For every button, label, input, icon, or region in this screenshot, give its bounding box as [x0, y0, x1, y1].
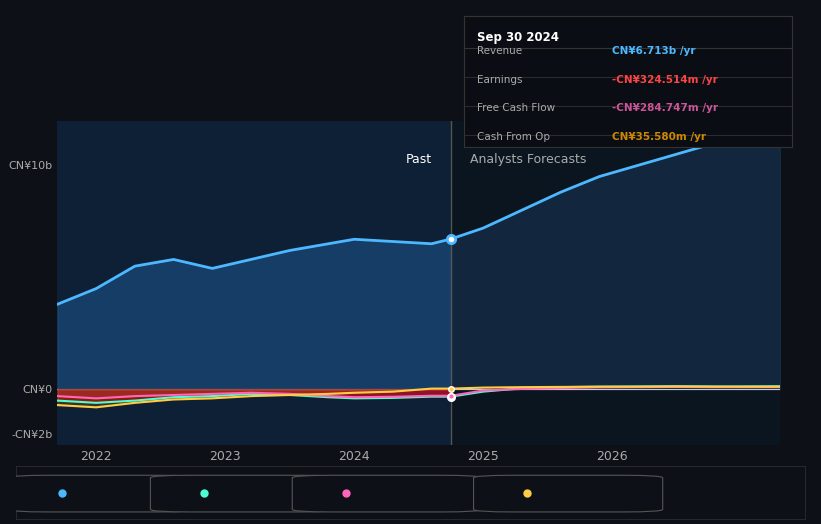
FancyBboxPatch shape [474, 475, 663, 512]
Text: Revenue: Revenue [76, 487, 124, 498]
Text: Revenue: Revenue [477, 46, 522, 56]
FancyBboxPatch shape [292, 475, 481, 512]
Text: Earnings: Earnings [218, 487, 266, 498]
Text: Cash From Op: Cash From Op [540, 487, 618, 498]
Text: -CN¥324.514m /yr: -CN¥324.514m /yr [612, 75, 718, 85]
FancyBboxPatch shape [8, 475, 198, 512]
Text: Earnings: Earnings [477, 75, 522, 85]
Text: Free Cash Flow: Free Cash Flow [360, 487, 443, 498]
Text: Sep 30 2024: Sep 30 2024 [477, 31, 559, 45]
Bar [451, 121, 780, 445]
FancyBboxPatch shape [150, 475, 340, 512]
Text: Analysts Forecasts: Analysts Forecasts [470, 153, 587, 166]
Text: -CN¥284.747m /yr: -CN¥284.747m /yr [612, 104, 718, 114]
Bar [57, 121, 451, 445]
Text: Cash From Op: Cash From Op [477, 133, 550, 143]
Text: Past: Past [406, 153, 432, 166]
Text: Free Cash Flow: Free Cash Flow [477, 104, 555, 114]
Text: CN¥6.713b /yr: CN¥6.713b /yr [612, 46, 695, 56]
Text: CN¥35.580m /yr: CN¥35.580m /yr [612, 133, 705, 143]
